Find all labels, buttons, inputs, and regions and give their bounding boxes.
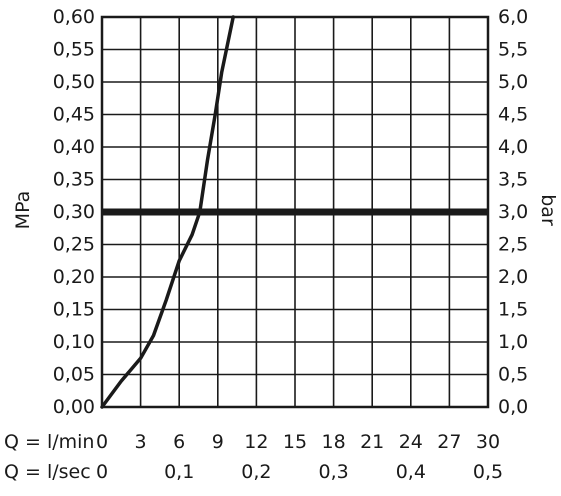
x-tick-label-lmin: 12 bbox=[244, 431, 268, 453]
left-axis-title: MPa bbox=[12, 191, 34, 230]
x-axis-title-lmin: Q = l/min bbox=[4, 431, 94, 453]
left-tick-label: 0,05 bbox=[53, 364, 95, 386]
x-tick-labels-lmin: 0 3 6 9 12 15 18 21 24 27 30 bbox=[96, 431, 500, 453]
x-tick-label-lsec: 0,4 bbox=[396, 461, 426, 483]
right-tick-label: 2,5 bbox=[498, 234, 528, 256]
left-tick-label: 0,35 bbox=[53, 169, 95, 191]
left-tick-labels: 0,00 0,05 0,10 0,15 0,20 0,25 0,30 0,35 0,40 0,45… bbox=[53, 6, 95, 418]
x-tick-label-lmin: 27 bbox=[437, 431, 461, 453]
x-tick-labels-lsec: 0 0,1 0,2 0,3 0,4 0,5 bbox=[96, 461, 503, 483]
right-tick-label: 5,0 bbox=[498, 71, 528, 93]
x-tick-label-lsec: 0,5 bbox=[473, 461, 503, 483]
x-tick-label-lsec: 0,3 bbox=[318, 461, 348, 483]
left-tick-label: 0,55 bbox=[53, 39, 95, 61]
x-tick-label-lmin: 18 bbox=[322, 431, 346, 453]
x-tick-label-lsec: 0 bbox=[96, 461, 108, 483]
right-tick-label: 5,5 bbox=[498, 39, 528, 61]
right-tick-label: 2,0 bbox=[498, 266, 528, 288]
x-axis-title-lsec: Q = l/sec bbox=[4, 461, 91, 483]
left-tick-label: 0,60 bbox=[53, 6, 95, 28]
right-tick-labels: 0,0 0,5 1,0 1,5 2,0 2,5 3,0 3,5 4,0 4,5 5,0 5,5 6,0 bbox=[498, 6, 528, 418]
x-tick-label-lmin: 6 bbox=[173, 431, 185, 453]
x-tick-label-lmin: 15 bbox=[283, 431, 307, 453]
right-tick-label: 0,0 bbox=[498, 396, 528, 418]
x-tick-label-lsec: 0,1 bbox=[164, 461, 194, 483]
right-tick-label: 6,0 bbox=[498, 6, 528, 28]
right-tick-label: 0,5 bbox=[498, 364, 528, 386]
x-tick-label-lmin: 21 bbox=[360, 431, 384, 453]
x-tick-label-lmin: 3 bbox=[135, 431, 147, 453]
left-tick-label: 0,15 bbox=[53, 299, 95, 321]
left-tick-label: 0,20 bbox=[53, 266, 95, 288]
x-tick-label-lmin: 24 bbox=[399, 431, 423, 453]
x-tick-label-lmin: 0 bbox=[96, 431, 108, 453]
right-tick-label: 4,0 bbox=[498, 136, 528, 158]
right-tick-label: 4,5 bbox=[498, 104, 528, 126]
left-tick-label: 0,00 bbox=[53, 396, 95, 418]
x-tick-label-lmin: 9 bbox=[212, 431, 224, 453]
left-tick-label: 0,40 bbox=[53, 136, 95, 158]
left-tick-label: 0,10 bbox=[53, 331, 95, 353]
x-tick-label-lsec: 0,2 bbox=[241, 461, 271, 483]
right-tick-label: 3,0 bbox=[498, 201, 528, 223]
left-tick-label: 0,25 bbox=[53, 234, 95, 256]
right-tick-label: 1,0 bbox=[498, 331, 528, 353]
left-tick-label: 0,30 bbox=[53, 201, 95, 223]
x-tick-label-lmin: 30 bbox=[476, 431, 500, 453]
right-tick-label: 3,5 bbox=[498, 169, 528, 191]
pressure-flow-curve bbox=[100, 15, 235, 409]
left-tick-label: 0,45 bbox=[53, 104, 95, 126]
series-group bbox=[100, 15, 488, 409]
left-tick-label: 0,50 bbox=[53, 71, 95, 93]
right-tick-label: 1,5 bbox=[498, 299, 528, 321]
plot-area-frame bbox=[100, 15, 490, 409]
right-axis-title: bar bbox=[537, 194, 559, 226]
